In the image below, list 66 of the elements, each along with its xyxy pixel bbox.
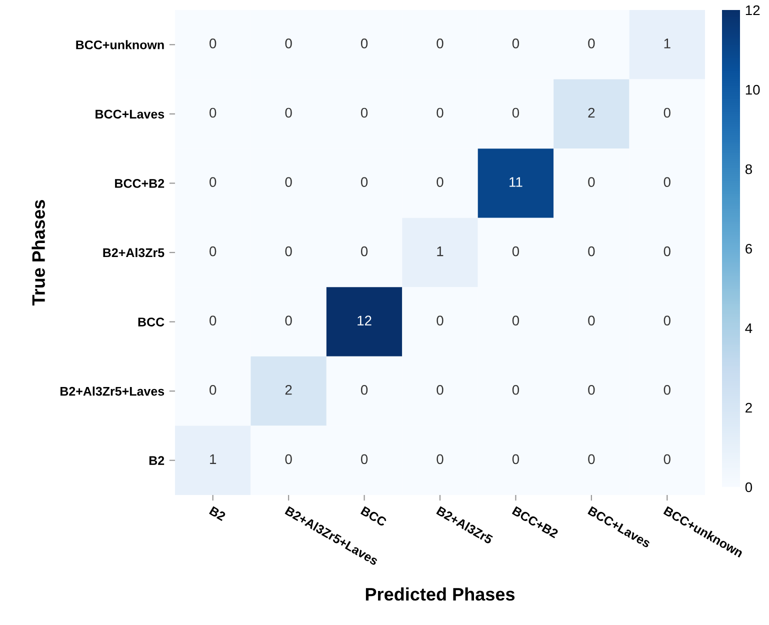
data-label: 0 [436,316,444,326]
data-label: 0 [512,246,520,256]
data-label: 0 [360,108,368,118]
data-label: 0 [436,108,444,118]
data-label: 0 [285,38,292,48]
data-label: 0 [436,454,444,464]
color-bar-label: 6 [746,244,752,254]
data-label: 0 [664,246,670,256]
data-label: 0 [285,454,292,464]
data-label: 0 [285,246,292,256]
data-label: 0 [360,38,368,48]
data-label: 0 [360,246,368,256]
data-label: 1 [437,246,444,256]
color-bar-label: 12 [746,5,760,16]
y-tick-label: B2 [149,456,164,465]
data-label: 0 [512,454,520,464]
x-tick-label: B2 [209,506,226,521]
color-bar-label: 8 [745,164,752,174]
data-label: 0 [436,384,444,395]
data-label: 0 [664,108,670,118]
data-label: 0 [588,384,595,395]
data-label: 0 [436,177,444,187]
data-label: 0 [210,384,216,395]
data-label: 0 [285,108,292,118]
data-label: 0 [512,384,520,395]
data-label: 1 [210,454,216,464]
data-label: 0 [664,384,670,395]
y-tick-label: BCC+unknown [76,40,164,50]
x-axis-title: Predicted Phases [366,587,515,601]
data-label: 0 [512,38,520,48]
data-label: 0 [664,316,670,326]
color-bar-label: 10 [746,84,760,95]
data-label: 0 [664,177,670,187]
data-label: 0 [285,316,292,326]
y-axis-title: True Phases [32,200,45,306]
data-label: 0 [436,38,444,48]
y-tick-label: BCC+Laves [96,110,164,119]
data-label: 0 [360,177,368,187]
data-label: 0 [285,177,292,187]
data-label: 0 [210,246,216,256]
data-label: 0 [588,38,595,48]
color-bar-label: 2 [746,402,752,413]
data-label: 0 [512,316,520,326]
data-label: 0 [588,454,595,464]
data-label: 11 [510,177,522,187]
data-label: 0 [588,316,595,326]
color-bar-label: 4 [745,323,752,334]
y-tick-label: B2+Al3Zr5 [103,248,164,258]
data-label: 12 [358,316,372,326]
data-label: 2 [285,384,292,395]
data-label: 0 [360,384,368,395]
data-label: 0 [512,108,520,118]
data-label: 0 [210,108,216,118]
y-tick-label: BCC+B2 [115,179,164,188]
data-label: 0 [664,454,670,464]
y-tick-label: B2+Al3Zr5+Laves [60,386,164,396]
data-label: 1 [664,38,670,48]
data-label: 0 [210,38,216,48]
data-label: 0 [210,177,216,187]
data-label: 0 [588,246,595,256]
y-tick-label: BCC [138,318,164,326]
data-label: 0 [210,316,216,326]
data-label: 2 [588,108,595,118]
data-label: 0 [360,454,368,464]
color-bar-label: 0 [745,482,752,492]
data-label: 0 [588,177,595,187]
